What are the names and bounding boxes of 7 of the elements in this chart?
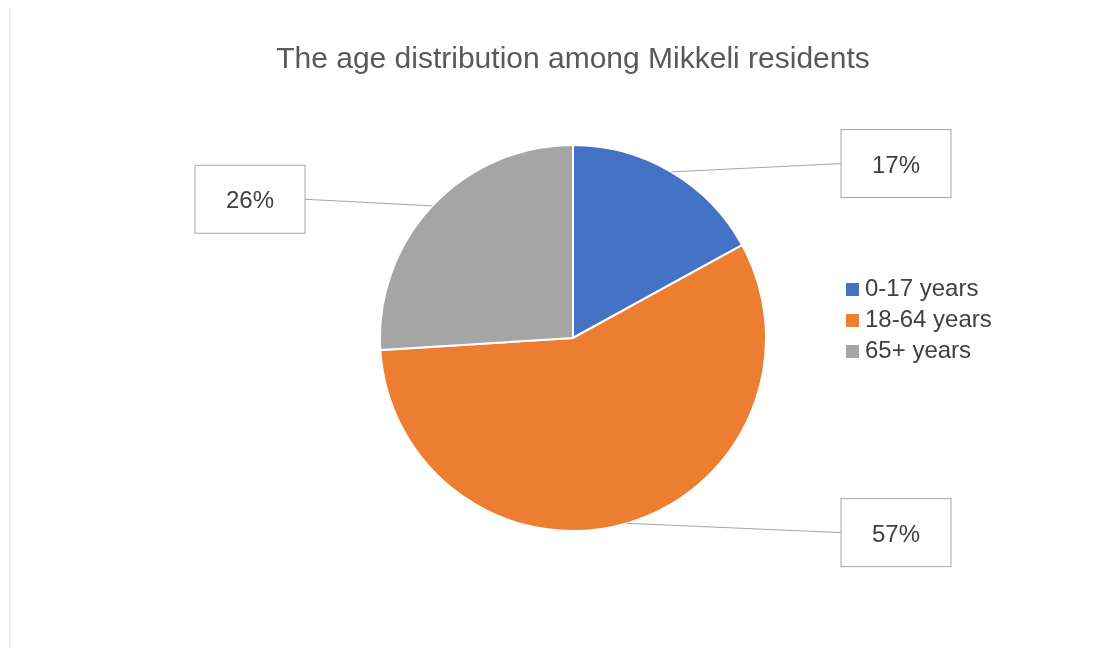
legend-label: 18-64 years <box>865 305 992 332</box>
data-label: 17% <box>871 150 921 178</box>
legend-label: 65+ years <box>865 336 972 363</box>
data-label: 57% <box>871 519 921 547</box>
chart-title: The age distribution among Mikkeli residents <box>276 41 870 74</box>
data-label: 26% <box>225 186 275 214</box>
legend-label: 0-17 years <box>865 274 979 301</box>
